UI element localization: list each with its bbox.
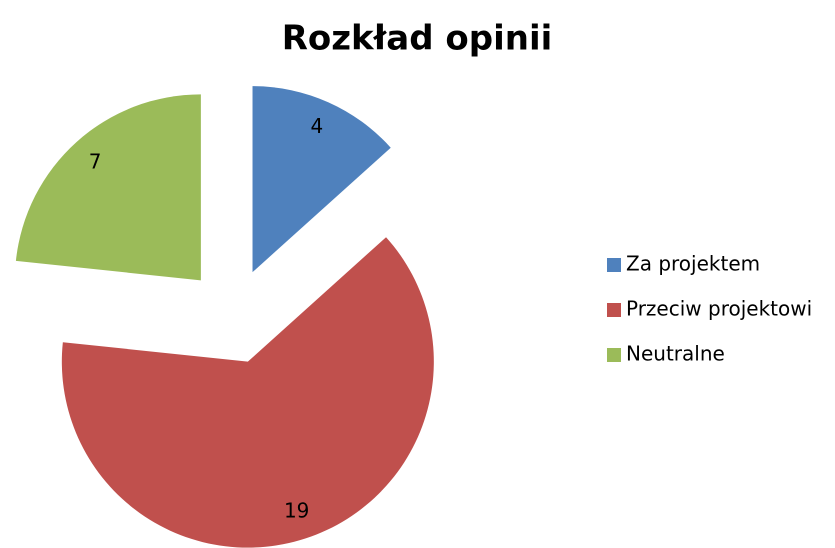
data-label: 7: [89, 149, 102, 173]
legend-label: Przeciw projektowi: [626, 297, 812, 321]
legend-swatch: [607, 303, 621, 317]
pie-slice: [252, 86, 391, 273]
data-label: 19: [284, 499, 309, 523]
legend-label: Za projektem: [626, 252, 760, 276]
data-label: 4: [310, 114, 323, 138]
legend-swatch: [607, 258, 621, 272]
legend-label: Neutralne: [626, 342, 725, 366]
pie-slice: [15, 94, 201, 281]
pie-slice: [61, 237, 434, 548]
chart-title: Rozkład opinii: [282, 19, 553, 59]
legend-swatch: [607, 348, 621, 362]
